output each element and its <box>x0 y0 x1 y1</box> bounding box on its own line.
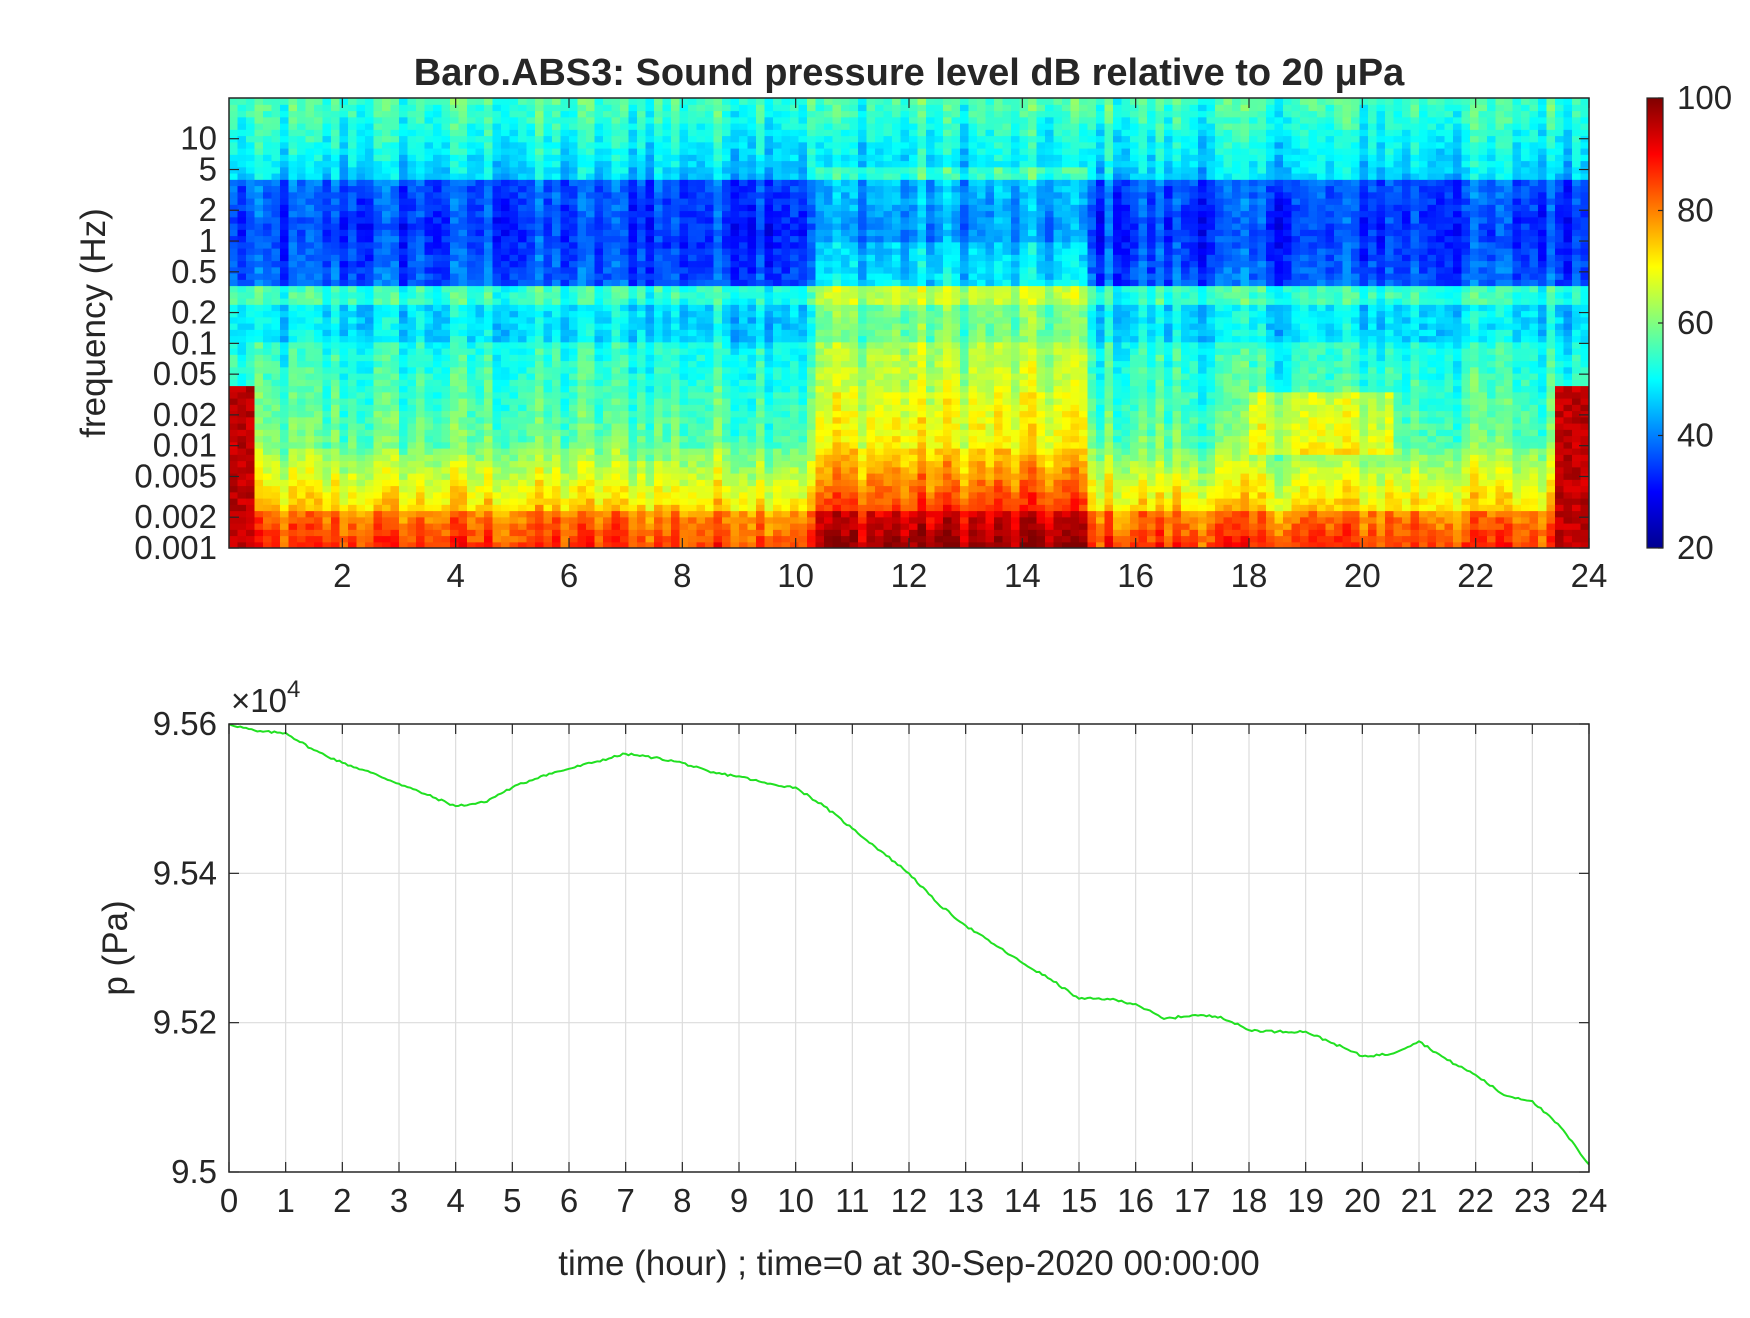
pressure-y-tick-label: 9.56 <box>153 705 217 742</box>
spectrogram-x-tick-label: 12 <box>891 557 928 594</box>
spectrogram-image <box>229 98 1590 549</box>
spectrogram-x-tick-label: 8 <box>673 557 691 594</box>
pressure-x-tick-label: 14 <box>1004 1182 1041 1219</box>
spectrogram-x-tick-label: 20 <box>1344 557 1381 594</box>
pressure-x-tick-label: 15 <box>1061 1182 1098 1219</box>
pressure-x-tick-label: 11 <box>835 1182 869 1219</box>
pressure-x-tick-label: 16 <box>1117 1182 1154 1219</box>
spectrogram-x-tick-label: 16 <box>1117 557 1154 594</box>
y-multiplier-base: ×10 <box>231 682 287 719</box>
pressure-y-tick-label: 9.54 <box>153 854 217 891</box>
pressure-x-tick-label: 22 <box>1457 1182 1494 1219</box>
pressure-x-tick-label: 9 <box>730 1182 748 1219</box>
pressure-x-tick-label: 18 <box>1231 1182 1268 1219</box>
pressure-x-tick-label: 13 <box>947 1182 984 1219</box>
spectrogram-x-tick-label: 18 <box>1231 557 1268 594</box>
spectrogram-y-tick-label: 0.02 <box>153 396 217 433</box>
y-multiplier-exponent: 4 <box>287 676 300 703</box>
spectrogram-y-tick-label: 10 <box>180 120 217 157</box>
spectrogram-x-tick-label: 4 <box>446 557 464 594</box>
pressure-x-tick-label: 10 <box>777 1182 814 1219</box>
pressure-x-tick-label: 3 <box>390 1182 408 1219</box>
spectrogram-x-tick-label: 2 <box>333 557 351 594</box>
pressure-x-tick-label: 1 <box>276 1182 294 1219</box>
colorbar-tick-label: 100 <box>1677 79 1732 116</box>
pressure-x-tick-label: 7 <box>616 1182 634 1219</box>
pressure-x-tick-label: 4 <box>446 1182 464 1219</box>
pressure-y-tick-label: 9.5 <box>171 1153 217 1190</box>
spectrogram-y-tick-label: 0.2 <box>171 294 217 331</box>
pressure-y-axis-label: p (Pa) <box>96 900 135 995</box>
spectrogram-x-tick-label: 24 <box>1571 557 1608 594</box>
pressure-x-tick-label: 24 <box>1571 1182 1608 1219</box>
colorbar-tick-label: 80 <box>1677 192 1714 229</box>
y-multiplier: ×104 <box>231 676 300 719</box>
pressure-x-tick-label: 5 <box>503 1182 521 1219</box>
pressure-x-tick-label: 8 <box>673 1182 691 1219</box>
colorbar-tick-label: 20 <box>1677 529 1714 566</box>
spectrogram-title: Baro.ABS3: Sound pressure level dB relat… <box>414 52 1405 94</box>
pressure-x-tick-label: 0 <box>220 1182 238 1219</box>
pressure-y-tick-label: 9.52 <box>153 1004 217 1041</box>
spectrogram-y-tick-label: 2 <box>199 191 217 228</box>
spectrogram-y-tick-label: 0.002 <box>134 498 217 535</box>
spectrogram-x-tick-label: 10 <box>777 557 814 594</box>
colorbar-ticks: 20 40 60 80 100 <box>1658 79 1732 566</box>
pressure-x-tick-label: 17 <box>1174 1182 1211 1219</box>
pressure-x-axis-label: time (hour) ; time=0 at 30-Sep-2020 00:0… <box>558 1244 1259 1283</box>
pressure-x-tick-label: 12 <box>891 1182 928 1219</box>
pressure-x-tick-label: 2 <box>333 1182 351 1219</box>
spectrogram-x-tick-label: 22 <box>1457 557 1494 594</box>
colorbar-tick-label: 40 <box>1677 417 1714 454</box>
pressure-x-tick-label: 23 <box>1514 1182 1551 1219</box>
pressure-x-tick-label: 19 <box>1287 1182 1324 1219</box>
colorbar-tick-label: 60 <box>1677 304 1714 341</box>
spectrogram-x-tick-label: 14 <box>1004 557 1041 594</box>
spectrogram-x-tick-label: 6 <box>560 557 578 594</box>
pressure-x-tick-label: 20 <box>1344 1182 1381 1219</box>
pressure-x-tick-label: 6 <box>560 1182 578 1219</box>
spectrogram-y-axis-label: frequency (Hz) <box>74 208 113 438</box>
pressure-x-tick-label: 21 <box>1401 1182 1438 1219</box>
